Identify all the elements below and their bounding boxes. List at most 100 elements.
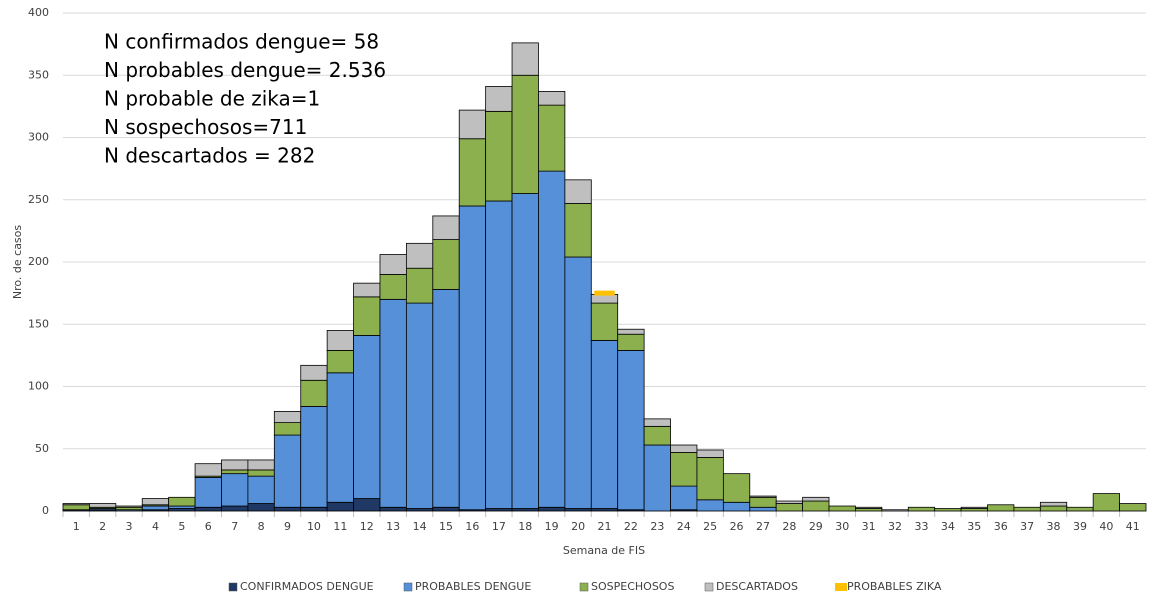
bar-segment — [590, 293, 619, 304]
bar-segment — [432, 506, 460, 512]
bar-segment — [617, 333, 645, 351]
x-tick-label: 23 — [650, 520, 664, 533]
legend-label: CONFIRMADOS DENGUE — [240, 580, 374, 593]
bar-segment — [1013, 506, 1041, 512]
x-tick-label: 34 — [941, 520, 955, 533]
bar-segment — [802, 496, 830, 502]
bar-segment — [749, 495, 777, 498]
bar-segment — [221, 469, 249, 475]
bar-segment — [194, 463, 222, 477]
x-tick-label: 29 — [809, 520, 823, 533]
y-tick-label: 200 — [28, 255, 49, 268]
bar-segment — [62, 503, 90, 506]
x-tick-label: 39 — [1073, 520, 1087, 533]
bar-segment — [353, 282, 381, 298]
x-tick-label: 36 — [994, 520, 1008, 533]
x-tick-label: 35 — [967, 520, 981, 533]
y-tick-label: 50 — [35, 442, 49, 455]
x-tick-label: 6 — [205, 520, 212, 533]
x-tick-label: 32 — [888, 520, 902, 533]
x-tick-label: 31 — [862, 520, 876, 533]
bar-segment — [538, 170, 566, 508]
bar-segment — [115, 505, 143, 508]
annotation: N confirmados dengue= 58 — [104, 30, 379, 54]
bar-segment — [141, 498, 170, 506]
bar-segment — [511, 42, 539, 76]
x-tick-label: 3 — [126, 520, 133, 533]
bar-segment — [1092, 493, 1120, 512]
legend-label: SOSPECHOSOS — [591, 580, 674, 593]
legend-swatch — [579, 582, 589, 592]
bar-segment — [511, 193, 539, 509]
bar-segment — [802, 500, 830, 512]
bar-segment — [326, 501, 354, 512]
bar-segment — [300, 506, 328, 512]
bar-segment — [855, 506, 883, 509]
legend-swatch — [228, 582, 238, 592]
x-tick-label: 25 — [703, 520, 717, 533]
annotation: N probables dengue= 2.536 — [104, 58, 386, 82]
bar-segment — [538, 104, 566, 172]
bar-segment — [379, 254, 407, 275]
bar-segment — [643, 444, 671, 512]
x-tick-label: 18 — [518, 520, 532, 533]
x-tick-label: 4 — [152, 520, 159, 533]
legend-swatch — [704, 582, 714, 592]
x-tick-label: 28 — [782, 520, 796, 533]
bar-segment — [511, 74, 539, 194]
annotation: N sospechosos=711 — [104, 115, 307, 139]
x-tick-label: 13 — [386, 520, 400, 533]
bar-segment — [353, 335, 381, 499]
bar-segment — [379, 274, 407, 300]
bar-segment — [326, 330, 354, 351]
x-tick-label: 17 — [492, 520, 506, 533]
x-tick-label: 11 — [333, 520, 347, 533]
x-tick-label: 12 — [360, 520, 374, 533]
bar-segment — [353, 296, 381, 336]
bar-segment — [538, 506, 566, 512]
bar-segment — [247, 475, 275, 504]
x-tick-label: 20 — [571, 520, 585, 533]
bar-segment — [749, 496, 777, 508]
bar-segment — [300, 379, 328, 407]
bar-segment — [300, 364, 328, 381]
y-tick-label: 350 — [28, 68, 49, 81]
x-tick-label: 30 — [835, 520, 849, 533]
bar-segment — [881, 509, 909, 512]
bar-segment — [775, 503, 804, 512]
bar-segment — [326, 349, 354, 374]
x-axis-label: Semana de FIS — [563, 544, 645, 557]
y-tick-label: 0 — [42, 504, 49, 517]
x-tick-label: 33 — [914, 520, 928, 533]
x-tick-label: 5 — [178, 520, 185, 533]
bar-segment — [89, 503, 117, 508]
bar-segment — [1119, 503, 1147, 512]
bar-segment — [564, 256, 592, 509]
x-tick-label: 26 — [730, 520, 744, 533]
bar-segment — [934, 508, 962, 512]
bar-segment — [353, 498, 381, 512]
bar-segment — [617, 349, 645, 511]
annotation: N descartados = 282 — [104, 144, 315, 168]
bar-segment — [617, 328, 645, 335]
x-tick-label: 9 — [284, 520, 291, 533]
x-tick-label: 41 — [1126, 520, 1140, 533]
bar-segment — [1039, 505, 1068, 512]
x-tick-label: 7 — [231, 520, 238, 533]
bar-segment — [62, 504, 90, 511]
bar-segment — [1066, 506, 1094, 512]
bar-segment — [273, 506, 302, 512]
bar-segment — [960, 506, 988, 509]
bar-segment — [194, 476, 222, 508]
bar-segment — [273, 410, 302, 424]
bar-segment — [326, 372, 354, 503]
bar-segment — [564, 179, 592, 204]
bar-segment — [670, 444, 698, 453]
x-tick-label: 2 — [99, 520, 106, 533]
bar-segment — [538, 91, 566, 106]
bar-segment — [273, 422, 302, 436]
x-tick-label: 1 — [73, 520, 80, 533]
bar-segment — [405, 302, 434, 509]
bar-segment — [1039, 501, 1068, 507]
